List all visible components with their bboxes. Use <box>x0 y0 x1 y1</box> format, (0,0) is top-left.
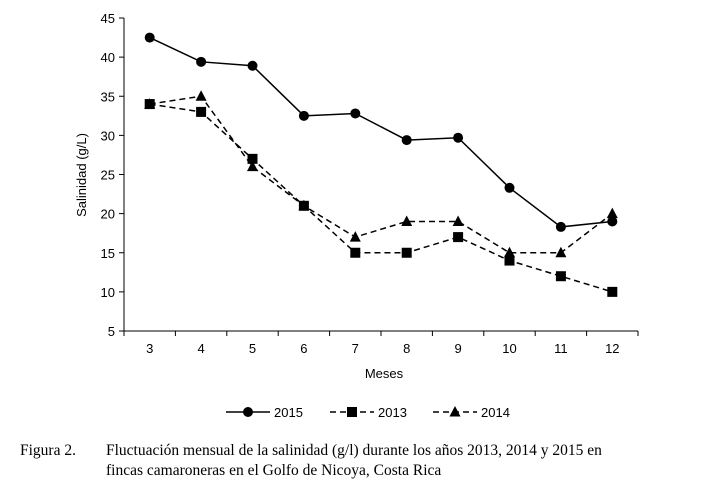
x-tick-label: 11 <box>554 341 568 356</box>
x-tick-label: 9 <box>454 341 461 356</box>
y-tick-label: 15 <box>101 246 115 261</box>
data-point-2014 <box>452 215 464 226</box>
data-point-2014 <box>349 231 361 242</box>
y-tick-label: 45 <box>101 11 115 26</box>
x-tick-label: 10 <box>502 341 516 356</box>
data-point-2014 <box>298 199 310 211</box>
caption-line-1: Fluctuación mensual de la salinidad (g/l… <box>106 442 602 459</box>
x-tick-label: 8 <box>403 341 410 356</box>
data-point-2014 <box>247 160 258 172</box>
x-tick-label: 6 <box>300 341 307 356</box>
data-point-2014 <box>606 207 618 219</box>
y-tick-label: 20 <box>101 207 115 222</box>
y-tick-label: 35 <box>101 89 115 104</box>
data-point-2014 <box>401 215 413 226</box>
x-tick-label: 5 <box>249 341 256 356</box>
data-point-2013 <box>453 232 464 243</box>
caption-line-2: fincas camaroneras en el Golfo de Nicoya… <box>106 462 442 479</box>
data-point-2015 <box>607 216 618 227</box>
data-point-2014 <box>504 246 515 258</box>
data-point-2013 <box>196 106 207 117</box>
series-group <box>144 32 618 297</box>
data-point-2013 <box>350 247 361 258</box>
data-point-2013 <box>504 255 515 266</box>
data-point-2015 <box>298 110 309 121</box>
data-point-2014 <box>555 246 567 258</box>
y-tick-label: 10 <box>101 285 115 300</box>
legend-marker-2013 <box>347 407 357 417</box>
data-point-2015 <box>453 132 464 143</box>
data-point-2015 <box>350 108 361 119</box>
series-2014 <box>144 90 618 258</box>
y-tick-label: 25 <box>101 168 115 183</box>
x-axis-label: Meses <box>365 366 404 381</box>
x-tick-label: 3 <box>146 341 153 356</box>
legend: 2015 2013 2014 <box>226 405 510 420</box>
series-line-2014 <box>149 95 613 254</box>
y-tick-label: 30 <box>101 128 115 143</box>
legend-label-2015: 2015 <box>274 405 303 420</box>
figure-caption: Figura 2. Fluctuación mensual de la salin… <box>20 441 710 481</box>
series-2015 <box>144 32 618 232</box>
data-point-2013 <box>401 247 412 258</box>
y-tick-label: 40 <box>101 50 115 65</box>
x-tick-label: 7 <box>352 341 359 356</box>
data-point-2015 <box>401 135 412 146</box>
data-point-2015 <box>247 60 258 71</box>
data-point-2014 <box>195 90 207 101</box>
x-tick-label: 12 <box>605 341 619 356</box>
caption-label: Figura 2. <box>20 442 76 459</box>
y-tick-label: 5 <box>108 324 115 339</box>
legend-label-2013: 2013 <box>378 405 407 420</box>
data-point-2013 <box>607 286 618 297</box>
x-tick-label: 4 <box>197 341 204 356</box>
series-line-2013 <box>149 103 613 293</box>
series-line-2015 <box>149 36 613 228</box>
data-point-2015 <box>555 221 566 232</box>
data-point-2014 <box>144 98 156 109</box>
data-point-2015 <box>196 56 207 67</box>
legend-label-2014: 2014 <box>481 405 510 420</box>
legend-marker-2014 <box>449 406 461 417</box>
y-axis-label: Salinidad (g/L) <box>74 133 89 217</box>
data-point-2013 <box>247 153 258 164</box>
data-point-2015 <box>144 32 155 43</box>
legend-marker-2015 <box>243 407 253 417</box>
data-point-2013 <box>555 271 566 282</box>
data-point-2015 <box>504 182 515 193</box>
series-2013 <box>144 99 618 297</box>
